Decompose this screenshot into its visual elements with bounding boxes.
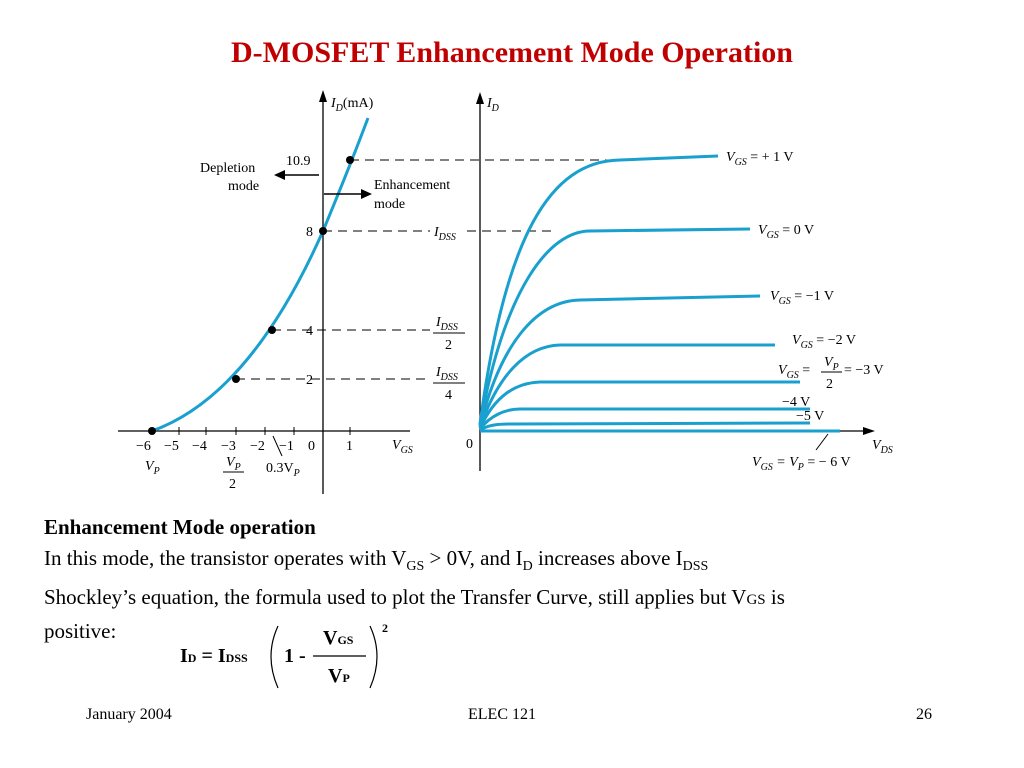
label-vgs-neg4: −4 V (782, 395, 810, 410)
svg-text:IDSS: IDSS (435, 315, 458, 333)
point-id-2 (232, 375, 240, 383)
svg-text:VP: VP (226, 455, 241, 473)
point-idss (319, 227, 327, 235)
transfer-y-arrow-icon (319, 90, 327, 102)
point-id-4 (268, 326, 276, 334)
enhancement-label-line2: mode (374, 197, 405, 212)
transfer-y-label: ID(mA) (330, 96, 374, 114)
depletion-arrowhead-icon (274, 170, 285, 180)
x-tick-neg5: −5 (164, 439, 179, 454)
footer-course: ELEC 121 (468, 706, 536, 723)
drain-y-label: ID (486, 96, 500, 114)
idss-quarter-label: IDSS 4 (433, 365, 465, 403)
svg-text:VGS =: VGS = (778, 363, 810, 381)
svg-text:VP: VP (328, 665, 350, 687)
shockley-equation: ID = IDSS 1 - VGS VP 2 (180, 620, 410, 692)
footer-date: January 2004 (86, 706, 172, 723)
svg-text:2: 2 (382, 621, 388, 635)
point-vp (148, 427, 156, 435)
svg-text:2: 2 (445, 338, 452, 353)
svg-text:= −3 V: = −3 V (844, 363, 884, 378)
body-line-3: positive: (44, 619, 117, 644)
drain-y-arrow-icon (476, 92, 484, 104)
x-tick-0: 0 (308, 439, 315, 454)
curve-vgs-0 (478, 227, 751, 426)
label-vgs-neg1: VGS = −1 V (770, 289, 834, 307)
drain-x-label: VDS (872, 438, 893, 456)
svg-text:4: 4 (445, 388, 452, 403)
drain-curves-plot: ID VDS 0 IDSS IDSS 2 IDSS 4 VGS = + 1 V (433, 92, 893, 473)
enhancement-label-line1: Enhancement (374, 178, 450, 193)
body-line-1: In this mode, the transistor operates wi… (44, 546, 709, 575)
body-text: Enhancement Mode operation In this mode,… (44, 512, 984, 647)
label-vgs-neg2: VGS = −2 V (792, 333, 856, 351)
vp-half-label: VP 2 (223, 455, 244, 492)
curve-vgs-neg3 (478, 380, 800, 429)
x-tick-neg3: −3 (221, 439, 236, 454)
label-vgs-cutoff: VGS = VP = − 6 V (752, 455, 851, 473)
label-vgs-plus1: VGS = + 1 V (726, 150, 793, 168)
y-tick-4: 4 (306, 324, 313, 339)
svg-text:IDSS: IDSS (435, 365, 458, 383)
x-tick-neg2: −2 (250, 439, 265, 454)
depletion-label-line2: mode (228, 179, 259, 194)
body-line-2: Shockley’s equation, the formula used to… (44, 585, 785, 610)
y-tick-10-9: 10.9 (286, 154, 311, 169)
label-vgs-0: VGS = 0 V (758, 223, 814, 241)
svg-text:VGS: VGS (323, 627, 354, 649)
x-tick-neg6: −6 (136, 439, 151, 454)
slide-title: D-MOSFET Enhancement Mode Operation (231, 36, 793, 69)
drain-x-arrow-icon (863, 427, 875, 435)
svg-text:2: 2 (826, 377, 833, 392)
depletion-label-line1: Depletion (200, 161, 255, 176)
svg-text:1 -: 1 - (284, 645, 306, 667)
label-vgs-neg5: −5 V (796, 409, 824, 424)
svg-text:VP: VP (824, 355, 839, 373)
transfer-curve-line (151, 117, 370, 433)
x-tick-neg4: −4 (192, 439, 207, 454)
enhancement-arrowhead-icon (361, 189, 372, 199)
x-tick-neg1: −1 (279, 439, 294, 454)
point-three-vp-label: 0.3VP (266, 461, 300, 479)
idss-half-label: IDSS 2 (433, 315, 465, 353)
transfer-x-label: VGS (392, 438, 413, 456)
x-tick-1: 1 (346, 439, 353, 454)
transfer-curve-plot: ID(mA) 10.9 8 4 2 −6 −5 −4 −3 −2 −1 0 1 … (118, 90, 628, 494)
curve-vgs-neg1 (478, 294, 761, 427)
section-heading: Enhancement Mode operation (44, 515, 316, 539)
curve-vgs-plus1 (478, 154, 719, 425)
idss-label: IDSS (433, 225, 456, 243)
label-vgs-neg3: VGS = VP 2 = −3 V (778, 355, 884, 392)
curve-vgs-neg4 (478, 407, 810, 430)
point-three-vp-pointer (272, 435, 283, 457)
y-tick-8: 8 (306, 225, 313, 240)
vp-label: VP (145, 459, 160, 477)
point-id-10-9 (346, 156, 354, 164)
curve-vgs-neg2 (478, 343, 775, 428)
curve-vgs-neg5 (479, 421, 811, 432)
drain-origin-label: 0 (466, 437, 473, 452)
svg-text:ID = IDSS: ID = IDSS (180, 645, 248, 667)
footer-page-number: 26 (916, 706, 932, 723)
mosfet-characteristics-figure: ID(mA) 10.9 8 4 2 −6 −5 −4 −3 −2 −1 0 1 … (110, 86, 910, 496)
svg-text:2: 2 (229, 477, 236, 492)
y-tick-2: 2 (306, 373, 313, 388)
cutoff-pointer (815, 433, 829, 451)
